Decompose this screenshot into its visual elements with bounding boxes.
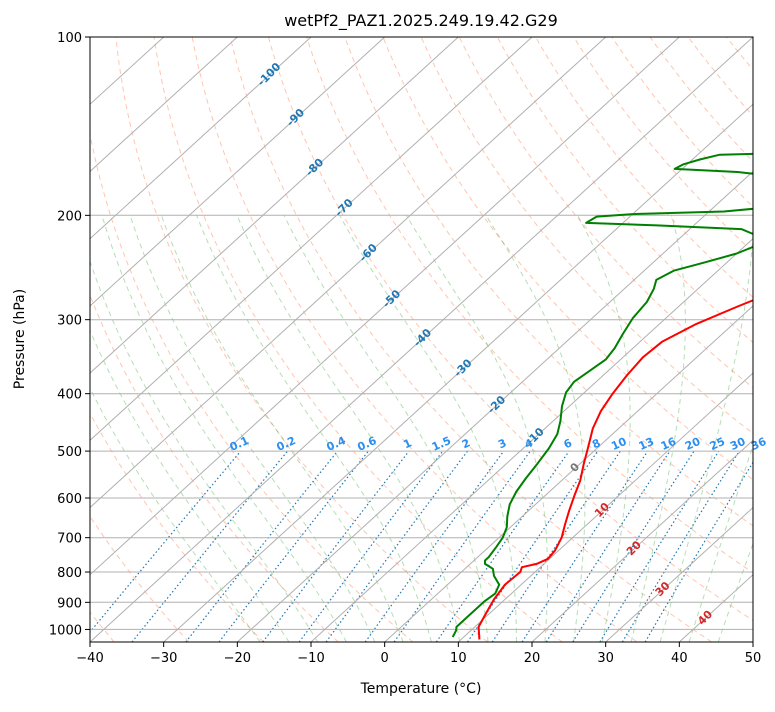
chart-title: wetPf2_PAZ1.2025.249.19.42.G29 — [284, 11, 558, 31]
x-tick-label: 10 — [450, 651, 467, 666]
x-tick-label: −40 — [76, 651, 103, 666]
y-tick-label: 200 — [57, 209, 82, 224]
y-tick-label: 1000 — [49, 623, 82, 638]
y-tick-label: 400 — [57, 388, 82, 403]
y-tick-label: 600 — [57, 492, 82, 507]
y-tick-label: 500 — [57, 445, 82, 460]
x-tick-label: 20 — [524, 651, 541, 666]
y-tick-label: 100 — [57, 31, 82, 46]
x-tick-label: 40 — [671, 651, 688, 666]
x-tick-label: −20 — [224, 651, 251, 666]
y-tick-label: 800 — [57, 566, 82, 581]
x-tick-label: 50 — [745, 651, 762, 666]
x-tick-label: 30 — [597, 651, 614, 666]
y-tick-label: 900 — [57, 596, 82, 611]
x-tick-label: −10 — [297, 651, 324, 666]
x-tick-label: 0 — [381, 651, 389, 666]
y-tick-label: 300 — [57, 314, 82, 329]
x-axis-label: Temperature (°C) — [360, 681, 482, 697]
y-axis-label: Pressure (hPa) — [12, 289, 28, 389]
y-tick-label: 700 — [57, 532, 82, 547]
x-tick-label: −30 — [150, 651, 177, 666]
